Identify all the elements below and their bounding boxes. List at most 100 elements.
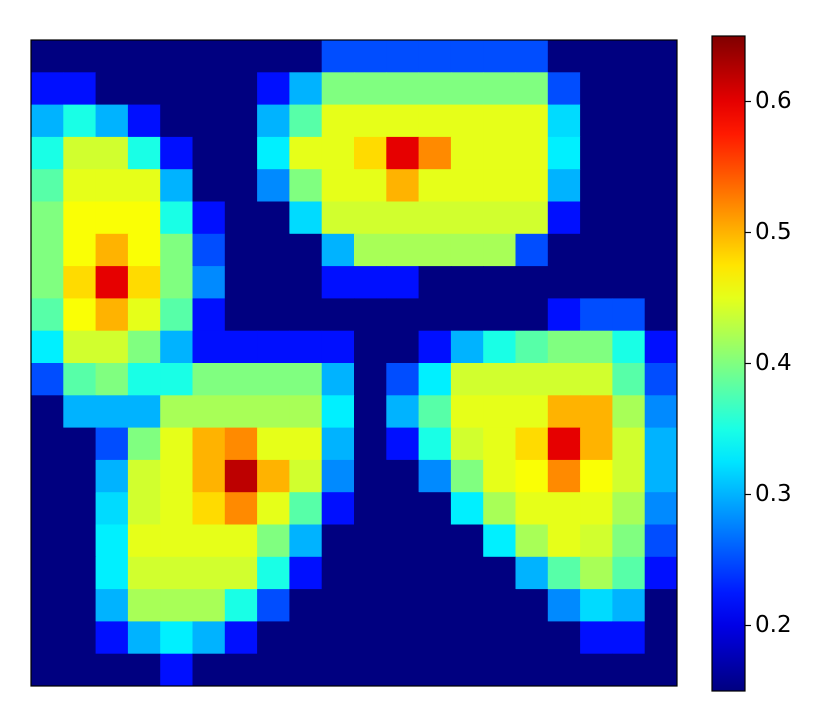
heatmap-cell bbox=[160, 459, 193, 493]
heatmap-cell bbox=[127, 395, 161, 429]
heatmap-cell bbox=[418, 40, 452, 73]
heatmap-cell bbox=[63, 492, 97, 525]
heatmap-cell bbox=[354, 104, 387, 138]
heatmap-cell bbox=[483, 104, 516, 138]
heatmap-cell bbox=[321, 427, 355, 461]
heatmap-cell bbox=[257, 589, 290, 622]
heatmap-cell bbox=[127, 233, 161, 267]
heatmap-cell bbox=[31, 427, 64, 461]
heatmap-cell bbox=[515, 169, 549, 202]
heatmap-cell bbox=[450, 233, 484, 267]
heatmap-cell bbox=[418, 72, 452, 106]
heatmap-cell bbox=[95, 363, 129, 396]
heatmap-cell bbox=[644, 363, 678, 396]
heatmap-cell bbox=[95, 556, 129, 590]
heatmap-cell bbox=[580, 330, 613, 364]
heatmap-cell bbox=[450, 621, 484, 655]
heatmap-cell bbox=[450, 653, 484, 687]
heatmap-cell bbox=[192, 233, 226, 267]
heatmap-cell bbox=[580, 266, 613, 299]
heatmap-cell bbox=[354, 589, 387, 622]
heatmap-cell bbox=[580, 524, 613, 558]
heatmap-cell bbox=[547, 524, 581, 558]
heatmap-cell bbox=[63, 621, 97, 655]
heatmap-cell bbox=[192, 104, 226, 138]
heatmap-cell bbox=[63, 136, 97, 170]
heatmap-cell bbox=[450, 201, 484, 235]
heatmap-cell bbox=[192, 556, 226, 590]
heatmap-cell bbox=[483, 136, 516, 170]
heatmap-cell bbox=[289, 266, 323, 299]
heatmap-cell bbox=[31, 621, 64, 655]
heatmap-cell bbox=[289, 298, 323, 332]
heatmap-cell bbox=[160, 556, 193, 590]
heatmap-cell bbox=[547, 298, 581, 332]
heatmap-cell bbox=[31, 395, 64, 429]
heatmap-cell bbox=[386, 266, 420, 299]
heatmap-cell bbox=[289, 492, 323, 525]
heatmap-cell bbox=[257, 72, 290, 106]
heatmap-cell bbox=[289, 136, 323, 170]
heatmap-cell bbox=[515, 40, 549, 73]
heatmap-cell bbox=[63, 653, 97, 687]
heatmap-cell bbox=[450, 524, 484, 558]
heatmap-cell bbox=[127, 589, 161, 622]
heatmap-cell bbox=[580, 298, 613, 332]
heatmap-cell bbox=[515, 524, 549, 558]
heatmap-cell bbox=[386, 40, 420, 73]
heatmap-cell bbox=[289, 104, 323, 138]
heatmap-cell bbox=[580, 233, 613, 267]
heatmap-cell bbox=[160, 40, 193, 73]
heatmap-cell bbox=[418, 266, 452, 299]
heatmap-cell bbox=[127, 459, 161, 493]
heatmap-cell bbox=[321, 556, 355, 590]
heatmap-cell bbox=[63, 40, 97, 73]
heatmap-cell bbox=[321, 621, 355, 655]
heatmap-cell bbox=[321, 40, 355, 73]
heatmap-cell bbox=[386, 298, 420, 332]
heatmap-cell bbox=[612, 104, 646, 138]
heatmap-cell bbox=[515, 653, 549, 687]
heatmap-cell bbox=[547, 395, 581, 429]
heatmap-cell bbox=[354, 556, 387, 590]
heatmap-cell bbox=[31, 233, 64, 267]
heatmap-cell bbox=[612, 330, 646, 364]
heatmap-cell bbox=[612, 621, 646, 655]
heatmap-cell bbox=[386, 72, 420, 106]
heatmap-cell bbox=[483, 298, 516, 332]
heatmap-cell bbox=[95, 104, 129, 138]
heatmap-cell bbox=[160, 136, 193, 170]
heatmap-cell bbox=[450, 492, 484, 525]
heatmap-cell bbox=[95, 72, 129, 106]
heatmap-cell bbox=[418, 363, 452, 396]
heatmap-cell bbox=[644, 459, 678, 493]
heatmap-cell bbox=[127, 330, 161, 364]
heatmap-cell bbox=[289, 653, 323, 687]
heatmap-cell bbox=[257, 40, 290, 73]
heatmap-cell bbox=[450, 298, 484, 332]
heatmap-cell bbox=[63, 589, 97, 622]
heatmap-cell bbox=[192, 653, 226, 687]
heatmap-cell bbox=[450, 72, 484, 106]
heatmap-cell bbox=[63, 363, 97, 396]
heatmap-cell bbox=[160, 492, 193, 525]
heatmap-cell bbox=[386, 201, 420, 235]
heatmap-cell bbox=[127, 363, 161, 396]
heatmap-cell bbox=[450, 136, 484, 170]
heatmap-cell bbox=[547, 136, 581, 170]
heatmap-cell bbox=[354, 233, 387, 267]
heatmap-cell bbox=[224, 621, 258, 655]
heatmap-cell bbox=[127, 40, 161, 73]
heatmap-cell bbox=[418, 298, 452, 332]
heatmap-cell bbox=[644, 233, 678, 267]
heatmap-cell bbox=[95, 169, 129, 202]
heatmap-cell bbox=[547, 363, 581, 396]
heatmap-cell bbox=[418, 395, 452, 429]
heatmap-cell bbox=[289, 233, 323, 267]
heatmap-cell bbox=[450, 40, 484, 73]
heatmap-cell bbox=[224, 363, 258, 396]
colorbar-tick-label: 0.5 bbox=[755, 219, 792, 245]
heatmap-cell bbox=[95, 621, 129, 655]
heatmap-cell bbox=[127, 298, 161, 332]
heatmap-cell bbox=[127, 621, 161, 655]
